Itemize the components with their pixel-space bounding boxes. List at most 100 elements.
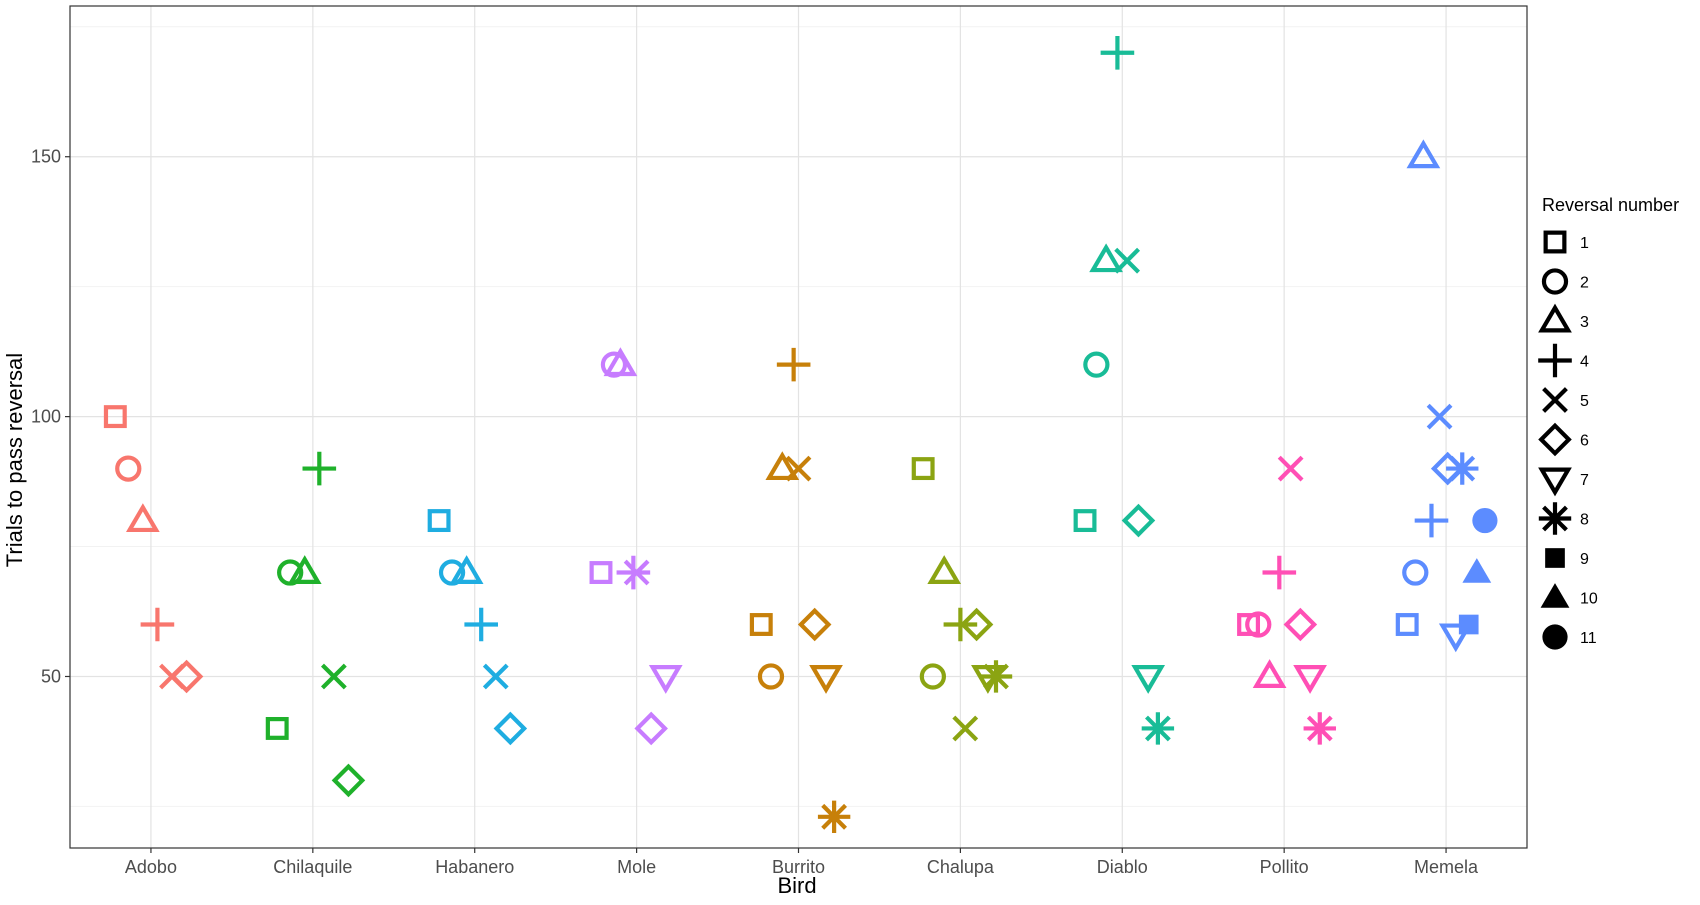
axes-layer: 50 100 150 Adobo Chilaquile Habanero Mole Burri… xyxy=(31,5,1528,877)
data-point xyxy=(919,663,947,690)
data-point xyxy=(785,455,812,482)
data-point xyxy=(809,665,843,694)
legend-key xyxy=(1538,467,1572,497)
y-tick-label: 100 xyxy=(31,407,61,427)
data-point xyxy=(623,559,650,586)
y-tick-label: 150 xyxy=(31,147,61,167)
data-point xyxy=(1100,35,1135,70)
points-layer xyxy=(103,35,1498,834)
data-point xyxy=(648,665,683,694)
data-point xyxy=(115,455,142,482)
x-tick-label: Habanero xyxy=(435,857,514,877)
data-point xyxy=(1426,403,1453,430)
data-point xyxy=(765,451,800,481)
data-point xyxy=(331,763,366,798)
data-point xyxy=(1089,243,1123,273)
data-point xyxy=(1237,613,1261,636)
x-tick-label: Adobo xyxy=(125,857,177,877)
data-point xyxy=(1283,607,1318,642)
data-point xyxy=(1458,614,1479,635)
data-point xyxy=(959,607,994,642)
legend-key xyxy=(1538,343,1572,378)
legend-label: 11 xyxy=(1580,630,1597,647)
data-point xyxy=(449,555,484,584)
data-point xyxy=(265,716,289,740)
data-point xyxy=(1414,503,1449,538)
data-point xyxy=(1277,455,1304,482)
legend-label: 1 xyxy=(1580,235,1589,252)
data-point xyxy=(287,555,322,584)
data-point xyxy=(1252,659,1287,688)
data-point xyxy=(493,711,528,746)
data-point xyxy=(1121,503,1156,538)
data-point xyxy=(1462,558,1492,583)
data-point xyxy=(1114,247,1141,274)
data-point xyxy=(1141,712,1175,745)
legend-label: 2 xyxy=(1580,275,1589,292)
data-point xyxy=(427,509,451,533)
data-point xyxy=(817,800,851,834)
grid-layer xyxy=(70,6,1527,848)
legend-label: 8 xyxy=(1580,512,1589,529)
legend-key xyxy=(1542,387,1568,413)
legend-key xyxy=(1538,303,1572,333)
legend-label: 9 xyxy=(1580,551,1589,568)
x-tick-label: Mole xyxy=(617,857,656,877)
x-tick-label: Memela xyxy=(1414,857,1479,877)
data-point xyxy=(757,663,785,690)
y-tick-label: 50 xyxy=(41,666,61,686)
legend-label: 6 xyxy=(1580,433,1589,450)
data-point xyxy=(1472,507,1498,534)
x-tick-label: Pollito xyxy=(1260,857,1309,877)
legend-key xyxy=(1538,502,1572,535)
legend-key xyxy=(1543,230,1567,254)
data-point xyxy=(1293,665,1327,694)
data-point xyxy=(320,663,347,690)
data-point xyxy=(1438,623,1473,653)
data-point xyxy=(482,663,509,690)
data-point xyxy=(911,457,935,481)
data-point xyxy=(140,607,175,642)
data-point xyxy=(169,659,204,694)
data-point xyxy=(979,660,1013,693)
data-point xyxy=(1245,611,1272,638)
data-point xyxy=(1406,139,1441,169)
x-tick-label: Chilaquile xyxy=(273,857,352,877)
data-point xyxy=(776,347,811,382)
data-point xyxy=(1073,509,1097,533)
data-point xyxy=(103,405,127,429)
data-point xyxy=(603,347,638,377)
legend-label: 4 xyxy=(1580,354,1589,371)
legend-label: 5 xyxy=(1580,393,1589,410)
x-tick-label: Burrito xyxy=(772,857,825,877)
data-point xyxy=(589,561,613,584)
data-point xyxy=(1402,559,1429,586)
data-point xyxy=(1446,452,1479,485)
data-point xyxy=(749,613,773,636)
data-point xyxy=(1395,613,1419,636)
data-point xyxy=(1083,351,1110,378)
legend-key xyxy=(1540,583,1570,608)
data-point xyxy=(1303,712,1336,745)
legend: 1 2 3 4 5 6 7 8 9 10 11 xyxy=(1538,230,1598,650)
x-tick-label: Chalupa xyxy=(927,857,995,877)
y-axis-title: Trials to pass reversal xyxy=(2,353,27,567)
legend-key xyxy=(1542,624,1568,650)
data-point xyxy=(616,555,651,590)
data-point xyxy=(952,715,979,742)
data-point xyxy=(302,451,337,486)
x-axis-title: Bird xyxy=(777,873,816,898)
data-point xyxy=(927,555,962,584)
data-point xyxy=(1262,555,1297,590)
legend-label: 7 xyxy=(1580,472,1589,489)
legend-label: 3 xyxy=(1580,314,1589,331)
data-point xyxy=(464,607,498,642)
legend-label: 10 xyxy=(1580,591,1598,608)
x-tick-label: Diablo xyxy=(1097,857,1148,877)
data-point xyxy=(634,711,668,746)
data-point xyxy=(797,607,832,642)
data-point xyxy=(1131,665,1166,694)
legend-key xyxy=(1541,268,1569,295)
legend-key xyxy=(1538,422,1572,457)
